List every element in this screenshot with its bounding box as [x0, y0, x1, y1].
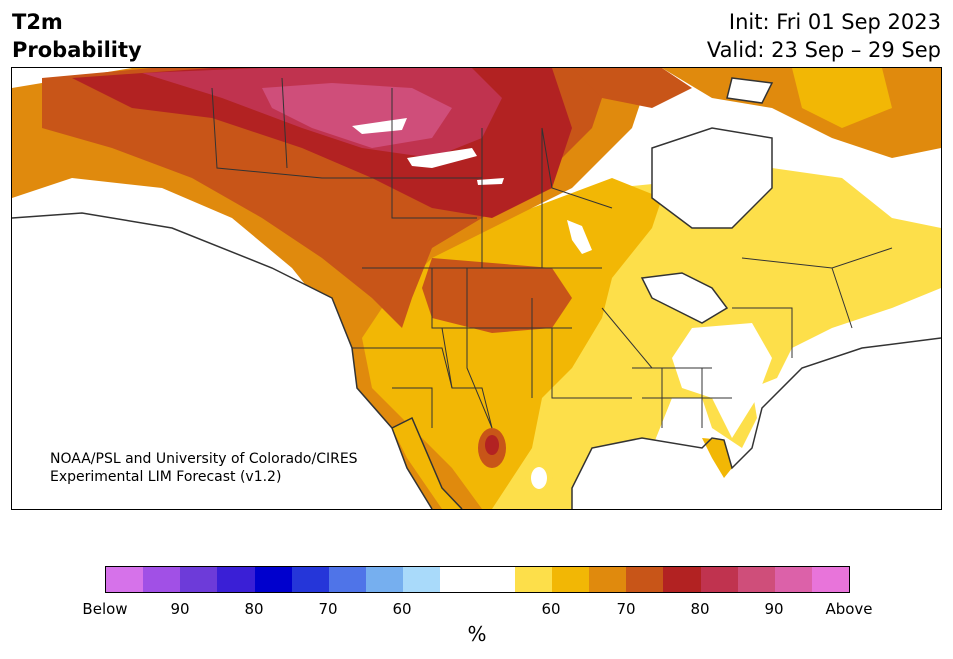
colorbar-segment [328, 567, 367, 592]
credit-line-1: NOAA/PSL and University of Colorado/CIRE… [50, 451, 358, 467]
colorbar-segment [626, 567, 664, 592]
colorbar-tick-label: 60 [392, 600, 412, 618]
colorbar-tick-label: 70 [318, 600, 338, 618]
colorbar-tick-label: Above [825, 600, 873, 618]
forecast-dates: Init: Fri 01 Sep 2023 Valid: 23 Sep – 29… [707, 8, 941, 64]
probability-colorbar [105, 566, 850, 593]
title-type: Probability [12, 38, 142, 62]
map-title: T2m Probability [12, 8, 142, 64]
forecast-credit: NOAA/PSL and University of Colorado/CIRE… [50, 450, 358, 486]
colorbar-segment [106, 567, 144, 592]
valid-range: Valid: 23 Sep – 29 Sep [706, 38, 941, 62]
colorbar-segment [143, 567, 181, 592]
colorbar-segment [700, 567, 738, 592]
band-white-se [672, 323, 772, 438]
map-graphic [12, 68, 941, 509]
colorbar-tick-label: 90 [170, 600, 190, 618]
colorbar-segment [737, 567, 775, 592]
colorbar-segment [551, 567, 590, 592]
colorbar-tick-label: Below [82, 600, 128, 618]
probability-map: NOAA/PSL and University of Colorado/CIRE… [11, 67, 942, 510]
band-90 [262, 83, 452, 148]
colorbar-segment [811, 567, 850, 592]
colorbar-segment [254, 567, 292, 592]
hudson-bay [652, 128, 772, 228]
colorbar-segment [774, 567, 812, 592]
colorbar-segment [440, 567, 478, 592]
credit-line-2: Experimental LIM Forecast (v1.2) [50, 469, 282, 485]
band-75-plains [422, 258, 572, 333]
init-date: Init: Fri 01 Sep 2023 [728, 10, 941, 34]
colorbar-segment [366, 567, 404, 592]
coastlines [12, 77, 941, 509]
colorbar-segment [514, 567, 552, 592]
colorbar-tick-label: 60 [541, 600, 561, 618]
colorbar-segment [477, 567, 515, 592]
title-variable: T2m [12, 10, 63, 34]
colorbar-tick-label: 80 [690, 600, 710, 618]
colorbar-tick-label: 90 [764, 600, 784, 618]
colorbar-segment [403, 567, 441, 592]
colorbar-segment [180, 567, 218, 592]
colorbar-tick-label: 80 [244, 600, 264, 618]
colorbar-tick-label: 70 [616, 600, 636, 618]
boundaries [211, 77, 893, 429]
colorbar-unit: % [467, 622, 487, 646]
colorbar-segment [663, 567, 701, 592]
colorbar-segment [217, 567, 255, 592]
colorbar-segment [589, 567, 627, 592]
colorbar-segment [291, 567, 329, 592]
